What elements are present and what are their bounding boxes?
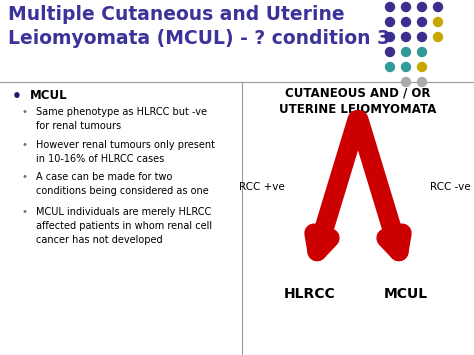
Circle shape (418, 62, 427, 71)
Text: RCC -ve: RCC -ve (430, 182, 471, 192)
Circle shape (434, 2, 443, 11)
Circle shape (401, 33, 410, 42)
Text: •: • (22, 172, 28, 182)
Text: •: • (22, 140, 28, 150)
Circle shape (434, 17, 443, 27)
Text: MCUL: MCUL (384, 287, 428, 301)
Circle shape (385, 2, 394, 11)
Circle shape (418, 33, 427, 42)
Circle shape (401, 77, 410, 87)
Text: Leiomyomata (MCUL) - ? condition 3: Leiomyomata (MCUL) - ? condition 3 (8, 29, 390, 48)
Text: •: • (22, 207, 28, 217)
Circle shape (418, 17, 427, 27)
Text: A case can be made for two
conditions being considered as one: A case can be made for two conditions be… (36, 172, 209, 196)
Circle shape (401, 17, 410, 27)
Text: RCC +ve: RCC +ve (239, 182, 285, 192)
Text: CUTANEOUS AND / OR: CUTANEOUS AND / OR (285, 87, 431, 100)
Circle shape (401, 48, 410, 56)
Circle shape (385, 17, 394, 27)
Text: Same phenotype as HLRCC but -ve
for renal tumours: Same phenotype as HLRCC but -ve for rena… (36, 107, 207, 131)
Circle shape (401, 62, 410, 71)
Text: However renal tumours only present
in 10-16% of HLRCC cases: However renal tumours only present in 10… (36, 140, 215, 164)
Circle shape (418, 48, 427, 56)
Text: •: • (12, 89, 22, 104)
Text: MCUL individuals are merely HLRCC
affected patients in whom renal cell
cancer ha: MCUL individuals are merely HLRCC affect… (36, 207, 212, 245)
Text: UTERINE LEIOMYOMATA: UTERINE LEIOMYOMATA (279, 103, 437, 116)
Circle shape (418, 77, 427, 87)
Circle shape (385, 48, 394, 56)
Circle shape (401, 2, 410, 11)
Text: MCUL: MCUL (30, 89, 68, 102)
Text: HLRCC: HLRCC (284, 287, 336, 301)
Circle shape (385, 33, 394, 42)
Circle shape (418, 2, 427, 11)
Circle shape (434, 33, 443, 42)
Text: Multiple Cutaneous and Uterine: Multiple Cutaneous and Uterine (8, 5, 345, 24)
Text: •: • (22, 107, 28, 117)
Circle shape (385, 62, 394, 71)
